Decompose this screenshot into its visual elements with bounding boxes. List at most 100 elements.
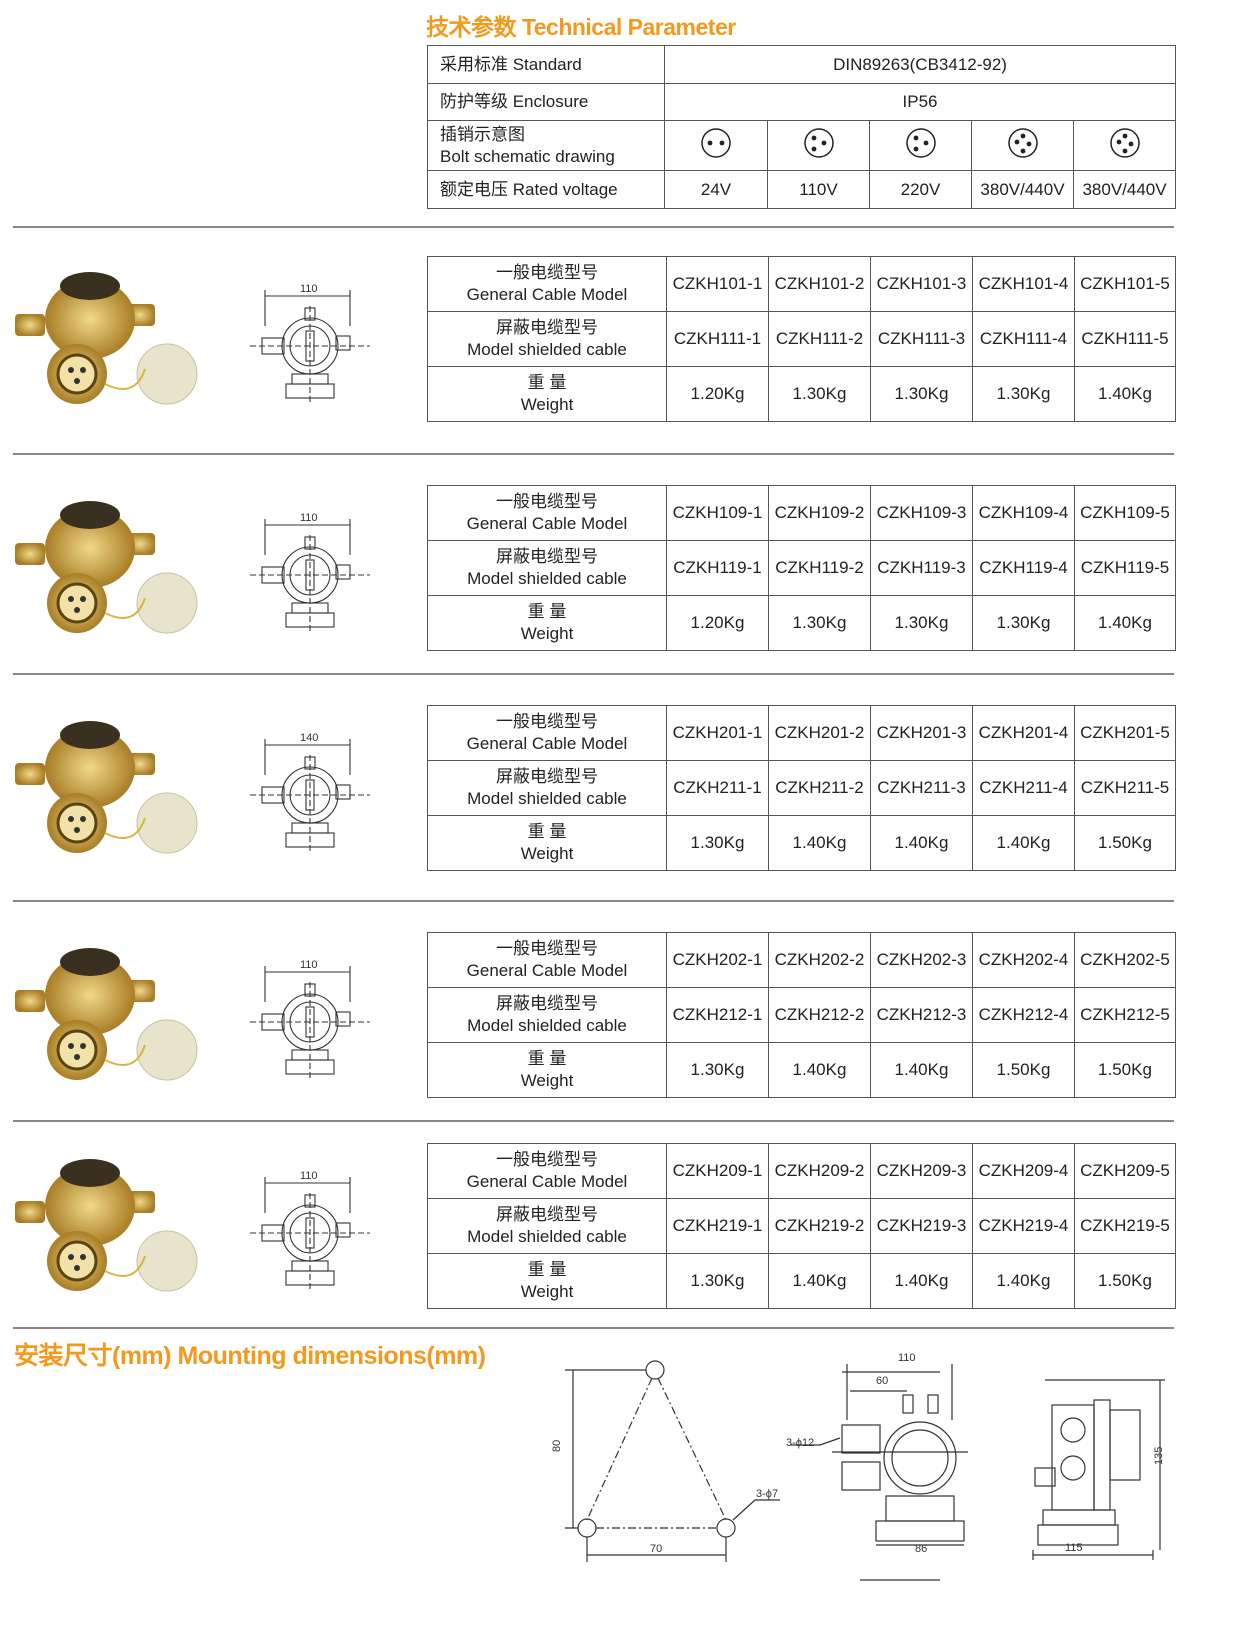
general-value: CZKH201-2: [768, 705, 871, 761]
shielded-value: CZKH212-2: [768, 987, 871, 1043]
general-value: CZKH209-5: [1074, 1143, 1176, 1199]
shielded-value: CZKH111-5: [1074, 311, 1176, 367]
shielded-value: CZKH212-1: [666, 987, 769, 1043]
weight-value: 1.30Kg: [768, 366, 871, 422]
general-value: CZKH109-5: [1074, 485, 1176, 541]
bolt-drawing-cell: [971, 120, 1074, 171]
product-drawing: 140: [250, 725, 370, 860]
general-value: CZKH201-1: [666, 705, 769, 761]
bolt-drawing-cell: [1072, 120, 1177, 171]
general-value: CZKH209-1: [666, 1143, 769, 1199]
shielded-label-en: Model shielded cable: [467, 340, 627, 359]
general-value: CZKH109-1: [666, 485, 769, 541]
hole-pattern-drawing: 80 70 3-ϕ7: [551, 1360, 780, 1562]
weight-value: 1.40Kg: [972, 815, 1075, 871]
enclosure-label: 防护等级 Enclosure: [427, 83, 665, 121]
shielded-label: 屏蔽电缆型号 Model shielded cable: [427, 540, 667, 596]
weight-label-en: Weight: [520, 1282, 574, 1301]
shielded-label: 屏蔽电缆型号 Model shielded cable: [427, 1198, 667, 1254]
general-value: CZKH201-3: [870, 705, 973, 761]
shielded-label: 屏蔽电缆型号 Model shielded cable: [427, 987, 667, 1043]
general-value: CZKH101-3: [870, 256, 973, 312]
general-value: CZKH109-4: [972, 485, 1075, 541]
2-pin-socket-icon: [701, 127, 731, 158]
product-drawing: 110: [250, 1163, 370, 1298]
shielded-value: CZKH219-1: [666, 1198, 769, 1254]
weight-row: 重 量 Weight 1.30Kg 1.40Kg 1.40Kg 1.40Kg 1.50Kg: [427, 815, 1176, 871]
weight-label-cn: 重 量: [527, 822, 567, 841]
shielded-value: CZKH212-4: [972, 987, 1075, 1043]
general-value: CZKH209-4: [972, 1143, 1075, 1199]
divider: [13, 1327, 1174, 1329]
general-label: 一般电缆型号 General Cable Model: [427, 705, 667, 761]
shielded-label-cn: 屏蔽电缆型号: [496, 767, 598, 786]
shielded-row: 屏蔽电缆型号 Model shielded cable CZKH111-1 CZKH1…: [427, 311, 1176, 367]
weight-label-cn: 重 量: [527, 602, 567, 621]
weight-value: 1.30Kg: [666, 815, 769, 871]
shielded-value: CZKH119-4: [972, 540, 1075, 596]
shielded-label: 屏蔽电缆型号 Model shielded cable: [427, 311, 667, 367]
general-label-en: General Cable Model: [466, 285, 628, 304]
front-offset-label: 60: [876, 1375, 888, 1387]
general-value: CZKH109-3: [870, 485, 973, 541]
shielded-label-cn: 屏蔽电缆型号: [496, 547, 598, 566]
dimension-label: 110: [300, 959, 318, 971]
weight-value: 1.30Kg: [666, 1253, 769, 1309]
shielded-value: CZKH119-3: [870, 540, 973, 596]
weight-label-cn: 重 量: [527, 373, 567, 392]
enclosure-value: IP56: [663, 83, 1177, 121]
3-pin-socket-icon: [803, 127, 834, 158]
weight-value: 1.30Kg: [870, 366, 973, 422]
product-photo: [15, 1151, 205, 1306]
shielded-value: CZKH211-3: [870, 760, 973, 816]
general-row: 一般电缆型号 General Cable Model CZKH109-1 CZKH10…: [427, 485, 1176, 541]
shielded-label-cn: 屏蔽电缆型号: [496, 994, 598, 1013]
standard-value: DIN89263(CB3412-92): [663, 45, 1177, 84]
general-label-en: General Cable Model: [466, 734, 628, 753]
dimension-label: 140: [300, 732, 318, 744]
tech-parameter-table: 采用标准 Standard DIN89263(CB3412-92) 防护等级 En…: [427, 45, 1177, 209]
weight-value: 1.40Kg: [768, 815, 871, 871]
divider: [13, 900, 1174, 902]
shielded-value: CZKH211-4: [972, 760, 1075, 816]
shielded-value: CZKH111-2: [768, 311, 871, 367]
shielded-label-en: Model shielded cable: [467, 789, 627, 808]
shielded-value: CZKH119-1: [666, 540, 769, 596]
weight-label-en: Weight: [520, 1071, 574, 1090]
voltage-value: 220V: [869, 170, 972, 209]
product-spec-table: 一般电缆型号 General Cable Model CZKH201-1 CZKH20…: [427, 705, 1176, 871]
voltage-value: 380V/440V: [1072, 170, 1177, 209]
voltage-value: 380V/440V: [971, 170, 1074, 209]
weight-value: 1.40Kg: [870, 815, 973, 871]
shielded-value: CZKH211-2: [768, 760, 871, 816]
weight-value: 1.20Kg: [666, 366, 769, 422]
weight-row: 重 量 Weight 1.20Kg 1.30Kg 1.30Kg 1.30Kg 1.40Kg: [427, 366, 1176, 422]
shielded-row: 屏蔽电缆型号 Model shielded cable CZKH119-1 CZKH1…: [427, 540, 1176, 596]
weight-value: 1.40Kg: [768, 1253, 871, 1309]
product-photo: [15, 940, 205, 1095]
dimension-label: 110: [300, 1170, 318, 1182]
product-photo: [15, 264, 205, 419]
general-row: 一般电缆型号 General Cable Model CZKH202-1 CZKH20…: [427, 932, 1176, 988]
4-pin-socket-icon: [1109, 127, 1140, 158]
weight-label: 重 量 Weight: [427, 1253, 667, 1309]
dimension-label: 110: [300, 283, 318, 295]
general-value: CZKH209-2: [768, 1143, 871, 1199]
general-value: CZKH202-3: [870, 932, 973, 988]
weight-value: 1.50Kg: [1074, 815, 1176, 871]
shielded-row: 屏蔽电缆型号 Model shielded cable CZKH211-1 CZKH2…: [427, 760, 1176, 816]
standard-label: 采用标准 Standard: [427, 45, 665, 84]
shielded-value: CZKH212-5: [1074, 987, 1176, 1043]
bolt-label-en: Bolt schematic drawing: [440, 146, 615, 166]
shielded-value: CZKH219-2: [768, 1198, 871, 1254]
weight-value: 1.40Kg: [870, 1253, 973, 1309]
weight-value: 1.30Kg: [870, 595, 973, 651]
shielded-row: 屏蔽电缆型号 Model shielded cable CZKH219-1 CZKH2…: [427, 1198, 1176, 1254]
general-label-cn: 一般电缆型号: [496, 1150, 598, 1169]
weight-value: 1.40Kg: [972, 1253, 1075, 1309]
general-label: 一般电缆型号 General Cable Model: [427, 485, 667, 541]
weight-value: 1.30Kg: [972, 595, 1075, 651]
general-label: 一般电缆型号 General Cable Model: [427, 256, 667, 312]
general-value: CZKH101-2: [768, 256, 871, 312]
weight-value: 1.40Kg: [768, 1042, 871, 1098]
